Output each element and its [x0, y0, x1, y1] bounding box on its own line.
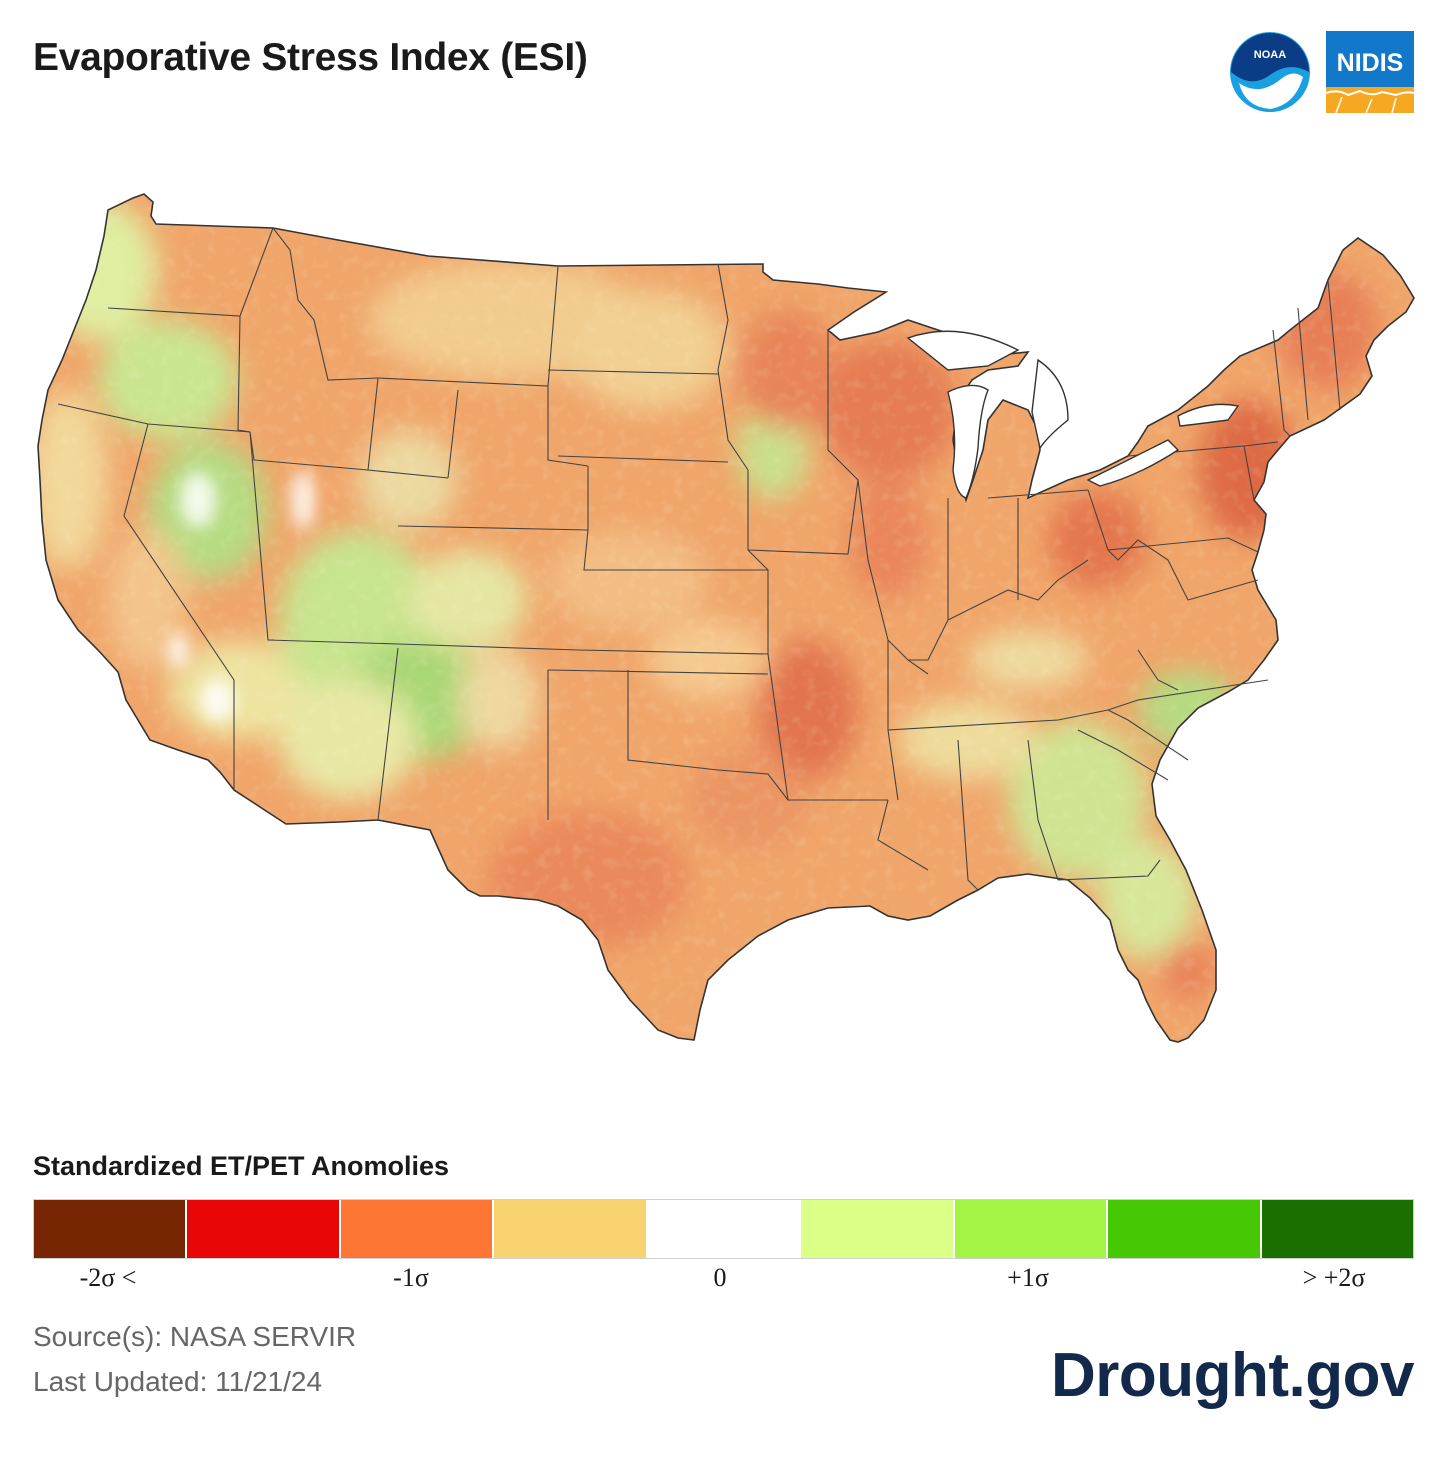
- legend-swatch: [1261, 1200, 1413, 1258]
- esi-map: [28, 180, 1420, 1060]
- legend-tick-label: -2σ <: [79, 1263, 137, 1292]
- us-map-svg: [37, 193, 1415, 1043]
- legend-tick-label: +1σ: [1007, 1263, 1049, 1292]
- legend-swatch: [187, 1200, 341, 1258]
- nidis-logo-icon: NIDIS: [1325, 31, 1415, 114]
- legend-swatch: [801, 1200, 955, 1258]
- legend-tick-label: 0: [713, 1263, 727, 1292]
- page-title: Evaporative Stress Index (ESI): [33, 36, 588, 79]
- legend-title: Standardized ET/PET Anomolies: [33, 1151, 450, 1181]
- noaa-logo-icon: NOAA: [1229, 31, 1311, 113]
- legend-swatch: [954, 1200, 1109, 1258]
- legend-swatch: [494, 1200, 648, 1258]
- drought-gov-brand[interactable]: Drought.gov: [1051, 1341, 1415, 1410]
- legend-swatch: [1108, 1200, 1262, 1258]
- legend-tick-label: > +2σ: [1302, 1263, 1366, 1292]
- anomaly-shading: [38, 194, 1414, 1042]
- legend-swatch: [340, 1200, 495, 1258]
- legend-color-bar: [33, 1199, 1414, 1259]
- legend-tick-label: -1σ: [393, 1263, 429, 1292]
- state-boundaries: [57, 227, 1341, 891]
- legend-swatch: [647, 1200, 802, 1258]
- nidis-logo-text: NIDIS: [1337, 49, 1404, 77]
- great-lakes: [906, 330, 1240, 499]
- noaa-logo-text: NOAA: [1254, 49, 1286, 61]
- last-updated-text: Last Updated: 11/21/24: [33, 1366, 323, 1397]
- source-text: Source(s): NASA SERVIR: [33, 1321, 357, 1352]
- legend-swatch: [34, 1200, 188, 1258]
